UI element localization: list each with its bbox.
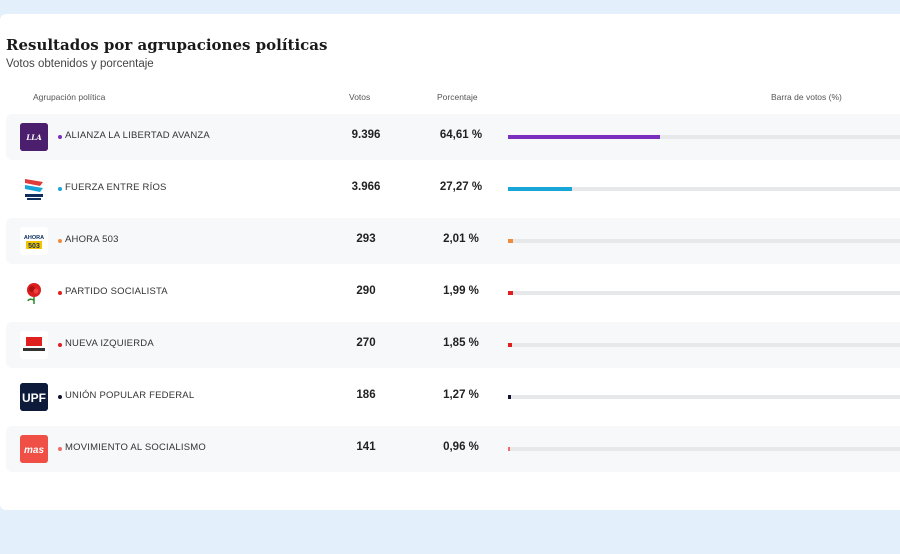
vote-bar-fill xyxy=(508,291,513,295)
svg-text:503: 503 xyxy=(28,243,40,250)
party-name: MOVIMIENTO AL SOCIALISMO xyxy=(65,442,206,453)
svg-text:AHORA: AHORA xyxy=(24,235,44,241)
party-name: NUEVA IZQUIERDA xyxy=(65,338,154,349)
vote-bar-fill xyxy=(508,239,513,243)
table-row: mas MOVIMIENTO AL SOCIALISMO 141 0,96 % xyxy=(6,426,900,472)
party-votes: 270 xyxy=(356,337,376,349)
table-row: AHORA 503 AHORA 503 293 2,01 % xyxy=(6,218,900,264)
svg-text:LLA: LLA xyxy=(25,133,42,142)
party-votes: 9.396 xyxy=(351,129,381,141)
table-row: FUERZA ENTRE RÍOS 3.966 27,27 % xyxy=(6,166,900,212)
vote-bar-fill xyxy=(508,395,511,399)
party-percent: 1,99 % xyxy=(443,285,479,297)
vote-bar-track xyxy=(508,291,900,295)
party-percent: 2,01 % xyxy=(443,233,479,245)
party-percent: 1,27 % xyxy=(443,389,479,401)
vote-bar-fill xyxy=(508,187,573,191)
results-table: LLA ALIANZA LA LIBERTAD AVANZA 9.396 64,… xyxy=(6,114,900,478)
column-header-votes: Votos xyxy=(349,92,371,102)
party-votes: 293 xyxy=(356,233,376,245)
party-name: ALIANZA LA LIBERTAD AVANZA xyxy=(65,130,210,141)
mas-logo-icon: mas xyxy=(20,435,48,463)
party-name: PARTIDO SOCIALISTA xyxy=(65,286,168,297)
column-header-bar: Barra de votos (%) xyxy=(771,92,842,102)
party-votes: 186 xyxy=(356,389,376,401)
party-percent: 0,96 % xyxy=(443,441,479,453)
party-percent: 27,27 % xyxy=(439,181,483,193)
results-card: Resultados por agrupaciones políticas Vo… xyxy=(0,14,900,510)
upf-logo-icon: UPF xyxy=(20,383,48,411)
ahora-503-logo-icon: AHORA 503 xyxy=(20,227,48,255)
rose-logo-icon xyxy=(20,279,48,307)
party-color-dot xyxy=(58,239,62,243)
column-header-percent: Porcentaje xyxy=(437,92,478,102)
party-color-dot xyxy=(58,343,62,347)
vote-bar-track xyxy=(508,395,900,399)
party-color-dot xyxy=(58,447,62,451)
card-subtitle: Votos obtenidos y porcentaje xyxy=(6,58,154,70)
party-color-dot xyxy=(58,291,62,295)
party-color-dot xyxy=(58,187,62,191)
party-color-dot xyxy=(58,135,62,139)
table-row: LLA ALIANZA LA LIBERTAD AVANZA 9.396 64,… xyxy=(6,114,900,160)
vote-bar-track xyxy=(508,135,900,139)
party-percent: 64,61 % xyxy=(439,129,483,141)
vote-bar-track xyxy=(508,343,900,347)
party-name: UNIÓN POPULAR FEDERAL xyxy=(65,390,195,401)
table-row: PARTIDO SOCIALISTA 290 1,99 % xyxy=(6,270,900,316)
vote-bar-fill xyxy=(508,135,660,139)
libertad-avanza-logo-icon: LLA xyxy=(20,123,48,151)
vote-bar-track xyxy=(508,239,900,243)
party-name: AHORA 503 xyxy=(65,234,119,245)
party-votes: 3.966 xyxy=(351,181,381,193)
table-row: NUEVA IZQUIERDA 270 1,85 % xyxy=(6,322,900,368)
vote-bar-fill xyxy=(508,343,513,347)
svg-text:UPF: UPF xyxy=(22,391,46,405)
party-name: FUERZA ENTRE RÍOS xyxy=(65,182,167,193)
fuerza-entre-rios-logo-icon xyxy=(20,175,48,203)
card-title: Resultados por agrupaciones políticas xyxy=(6,36,328,54)
vote-bar-fill xyxy=(508,447,511,451)
party-votes: 141 xyxy=(356,441,376,453)
party-votes: 290 xyxy=(356,285,376,297)
vote-bar-track xyxy=(508,447,900,451)
party-color-dot xyxy=(58,395,62,399)
column-header-party: Agrupación política xyxy=(33,92,106,102)
vote-bar-track xyxy=(508,187,900,191)
nueva-izquierda-logo-icon xyxy=(20,331,48,359)
svg-text:mas: mas xyxy=(24,445,44,456)
party-percent: 1,85 % xyxy=(443,337,479,349)
table-row: UPF UNIÓN POPULAR FEDERAL 186 1,27 % xyxy=(6,374,900,420)
